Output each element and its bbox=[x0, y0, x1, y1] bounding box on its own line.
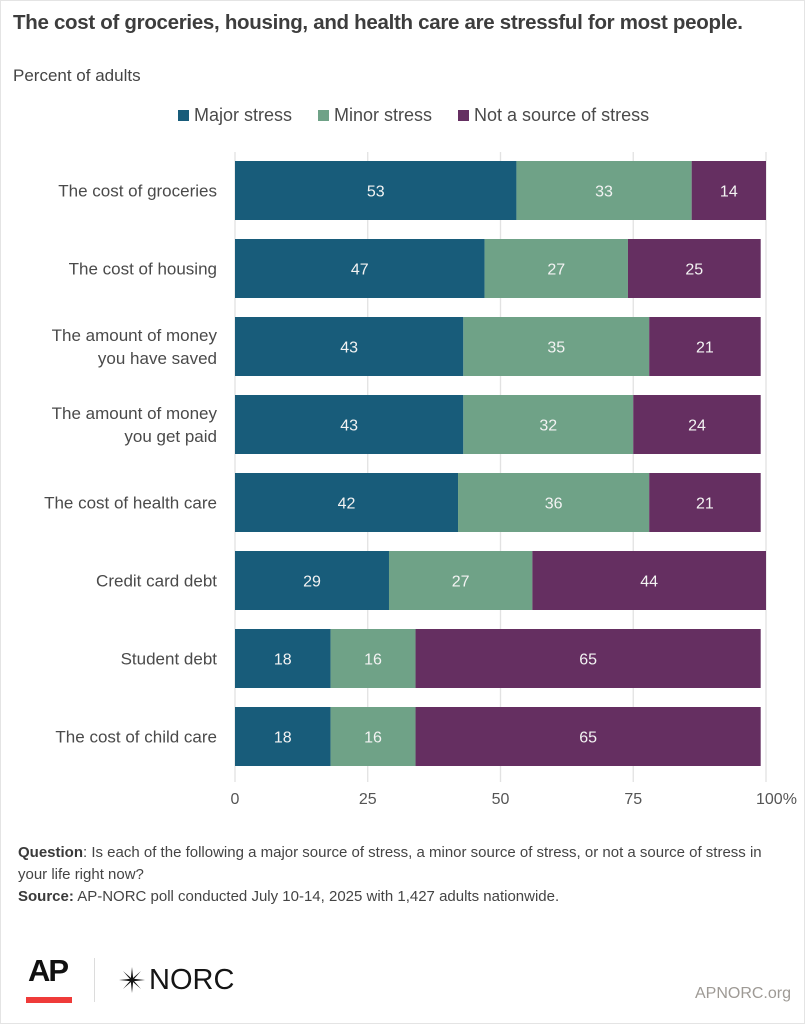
bar-value-label: 16 bbox=[364, 730, 382, 747]
bar-segment bbox=[691, 161, 766, 220]
bar-segment bbox=[330, 707, 416, 766]
category-label: The amount of money bbox=[52, 404, 218, 423]
legend: Major stress Minor stress Not a source o… bbox=[178, 105, 649, 126]
stacked-bar-chart: 53 33 14 47 27 25 43 35 21 43 32 24 42 36 21 29 27 44 18 16… bbox=[44, 152, 797, 808]
bar-segment bbox=[235, 395, 464, 454]
category-label: The cost of health care bbox=[44, 494, 217, 513]
norc-logo-text: NORC bbox=[149, 963, 235, 996]
logo-divider bbox=[94, 958, 95, 1002]
bar-value-label: 18 bbox=[274, 730, 292, 747]
bar-value-label: 43 bbox=[340, 418, 358, 435]
chart-title: The cost of groceries, housing, and heal… bbox=[13, 11, 743, 34]
ap-logo: AP bbox=[24, 953, 72, 1005]
bar-segment bbox=[235, 473, 459, 532]
legend-swatch-major bbox=[178, 110, 189, 121]
chart-subtitle: Percent of adults bbox=[13, 66, 141, 85]
category-labels: The cost of groceries The cost of housing… bbox=[44, 182, 217, 747]
bar-segment bbox=[484, 239, 628, 298]
question-label: Question bbox=[18, 844, 84, 861]
bar-value-label: 65 bbox=[579, 652, 597, 669]
x-tick-label: 50 bbox=[492, 791, 510, 808]
bar-segment bbox=[235, 707, 331, 766]
legend-item-not-source: Not a source of stress bbox=[458, 105, 649, 126]
question-text: : Is each of the following a major sourc… bbox=[18, 844, 762, 883]
bar-value-label: 25 bbox=[685, 262, 703, 279]
bar-value-label: 44 bbox=[640, 574, 658, 591]
bar-value-label: 32 bbox=[539, 418, 557, 435]
x-tick-label: 75 bbox=[624, 791, 642, 808]
bar-value-label: 43 bbox=[340, 340, 358, 357]
bar-value-label: 14 bbox=[720, 184, 738, 201]
category-label: The cost of groceries bbox=[58, 182, 217, 201]
question-note: Question: Is each of the following a maj… bbox=[18, 842, 788, 886]
bar-value-label: 29 bbox=[303, 574, 321, 591]
bar-value-label: 65 bbox=[579, 730, 597, 747]
legend-swatch-not-source bbox=[458, 110, 470, 121]
norc-logo: NORC bbox=[117, 964, 234, 997]
category-label: you get paid bbox=[124, 427, 217, 446]
ap-logo-underline bbox=[26, 997, 72, 1003]
x-tick-label: 100% bbox=[756, 791, 797, 808]
bar-segment bbox=[649, 317, 761, 376]
bar-segment bbox=[516, 161, 692, 220]
bar-segment bbox=[532, 551, 766, 610]
bar-segment bbox=[458, 473, 650, 532]
bar-value-label: 36 bbox=[545, 496, 563, 513]
legend-label-major: Major stress bbox=[194, 105, 293, 125]
footer-note: Question: Is each of the following a maj… bbox=[18, 842, 788, 908]
bar-value-label: 24 bbox=[688, 418, 706, 435]
x-tick-label: 0 bbox=[231, 791, 240, 808]
legend-label-not-source: Not a source of stress bbox=[474, 105, 650, 125]
bar-value-label: 27 bbox=[547, 262, 565, 279]
category-label: The cost of housing bbox=[69, 260, 217, 279]
legend-label-minor: Minor stress bbox=[334, 105, 433, 125]
category-label: Student debt bbox=[121, 650, 218, 669]
bar-segment bbox=[415, 629, 761, 688]
bars: 53 33 14 47 27 25 43 35 21 43 32 24 42 36 21 29 27 44 18 16… bbox=[235, 161, 766, 766]
category-label: you have saved bbox=[98, 349, 217, 368]
bar-segment bbox=[235, 239, 485, 298]
category-label: The cost of child care bbox=[55, 728, 217, 747]
bar-segment bbox=[235, 161, 517, 220]
category-label: The amount of money bbox=[52, 326, 218, 345]
bar-value-label: 33 bbox=[595, 184, 613, 201]
bar-value-label: 16 bbox=[364, 652, 382, 669]
bar-value-label: 21 bbox=[696, 340, 714, 357]
ap-logo-text: AP bbox=[28, 953, 69, 988]
source-label: Source: bbox=[18, 888, 74, 905]
bar-value-label: 18 bbox=[274, 652, 292, 669]
x-tick-label: 25 bbox=[359, 791, 377, 808]
category-label: Credit card debt bbox=[96, 572, 217, 591]
legend-item-minor: Minor stress bbox=[318, 105, 432, 126]
source-note: Source: AP-NORC poll conducted July 10-1… bbox=[18, 886, 788, 908]
bar-segment bbox=[415, 707, 761, 766]
bar-value-label: 27 bbox=[452, 574, 470, 591]
legend-swatch-minor bbox=[318, 110, 330, 121]
bar-segment bbox=[330, 629, 416, 688]
bar-segment bbox=[235, 317, 464, 376]
bar-segment bbox=[235, 629, 331, 688]
bar-segment bbox=[463, 317, 650, 376]
legend-item-major: Major stress bbox=[178, 105, 292, 126]
bar-segment bbox=[388, 551, 533, 610]
bar-segment bbox=[633, 395, 761, 454]
bar-segment bbox=[235, 551, 389, 610]
logos: AP NORC bbox=[24, 953, 234, 1005]
bar-value-label: 35 bbox=[547, 340, 565, 357]
bar-value-label: 21 bbox=[696, 496, 714, 513]
site-url: APNORC.org bbox=[694, 985, 791, 1002]
norc-star-icon bbox=[119, 967, 145, 993]
source-text: AP-NORC poll conducted July 10-14, 2025 … bbox=[73, 888, 560, 905]
bar-segment bbox=[649, 473, 761, 532]
bar-value-label: 47 bbox=[351, 262, 369, 279]
bar-segment bbox=[463, 395, 634, 454]
bar-value-label: 42 bbox=[338, 496, 356, 513]
x-axis-ticks: 0 25 50 75 100% bbox=[231, 791, 797, 808]
bar-value-label: 53 bbox=[367, 184, 385, 201]
bar-segment bbox=[627, 239, 761, 298]
